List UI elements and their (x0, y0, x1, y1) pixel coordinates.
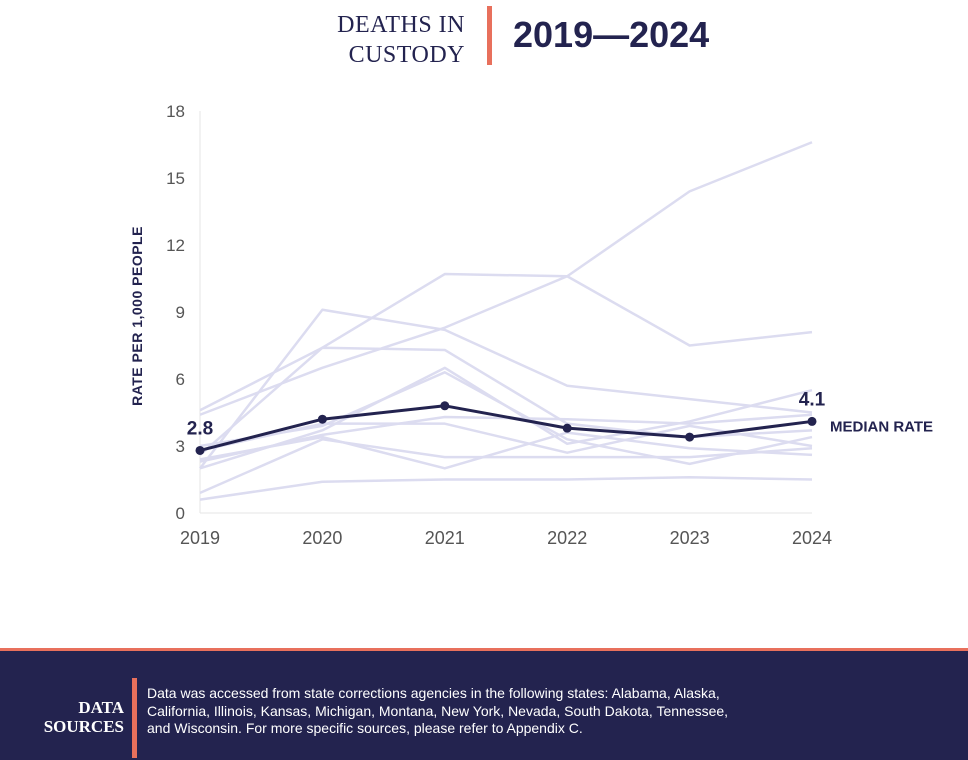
x-tick-label: 2024 (792, 528, 832, 548)
state-line (199, 141, 813, 416)
title: DEATHS IN CUSTODY (337, 10, 465, 70)
y-tick-label: 15 (166, 169, 185, 188)
y-tick-label: 9 (176, 303, 185, 322)
median-point (317, 414, 327, 424)
y-tick-label: 12 (166, 236, 185, 255)
y-tick-label: 3 (176, 437, 185, 456)
data-sources-label: DATA SOURCES (14, 698, 124, 736)
median-line (199, 404, 813, 452)
x-tick-label: 2021 (425, 528, 465, 548)
y-tick-label: 0 (176, 504, 185, 523)
year-range: 2019—2024 (513, 14, 710, 55)
state-line (199, 308, 813, 470)
y-axis-title: RATE PER 1,000 PEOPLE (129, 226, 145, 406)
median-point (807, 416, 817, 426)
median-start-label: 2.8 (187, 418, 213, 439)
median-point (440, 401, 450, 411)
state-line (199, 346, 813, 439)
state-line (199, 431, 813, 470)
median-point (685, 432, 695, 442)
x-tick-label: 2020 (302, 528, 342, 548)
title-line-1: DEATHS IN (337, 12, 465, 38)
data-sources-label-line-1: DATA (78, 698, 124, 717)
state-line (199, 438, 813, 495)
data-sources-text: Data was accessed from state corrections… (147, 685, 729, 736)
title-divider (487, 6, 492, 65)
median-end-label: 4.1 (799, 389, 826, 410)
median-point (195, 445, 205, 455)
x-tick-label: 2022 (547, 528, 587, 548)
median-series-label: MEDIAN RATE (830, 418, 933, 435)
axes: 0 3 6 9 12 15 18 2019 2020 2021 2022 2023 2024 RATE P… (129, 102, 832, 548)
title-line-2: CUSTODY (348, 42, 465, 68)
state-line (199, 476, 813, 501)
data-sources-footer: DATA SOURCES Data was accessed from stat… (0, 648, 968, 760)
median-point (562, 423, 572, 433)
state-line (199, 272, 813, 456)
line-chart: 0 3 6 9 12 15 18 2019 2020 2021 2022 2023 2024 RATE P… (129, 102, 933, 548)
y-tick-label: 18 (166, 102, 185, 121)
footer-divider (132, 678, 137, 758)
x-tick-label: 2019 (180, 528, 220, 548)
header: DEATHS IN CUSTODY 2019—2024 (0, 0, 968, 80)
state-line (199, 422, 813, 454)
x-tick-label: 2023 (670, 528, 710, 548)
data-sources-label-line-2: SOURCES (43, 717, 124, 736)
state-lines (199, 141, 813, 501)
y-tick-label: 6 (176, 370, 185, 389)
